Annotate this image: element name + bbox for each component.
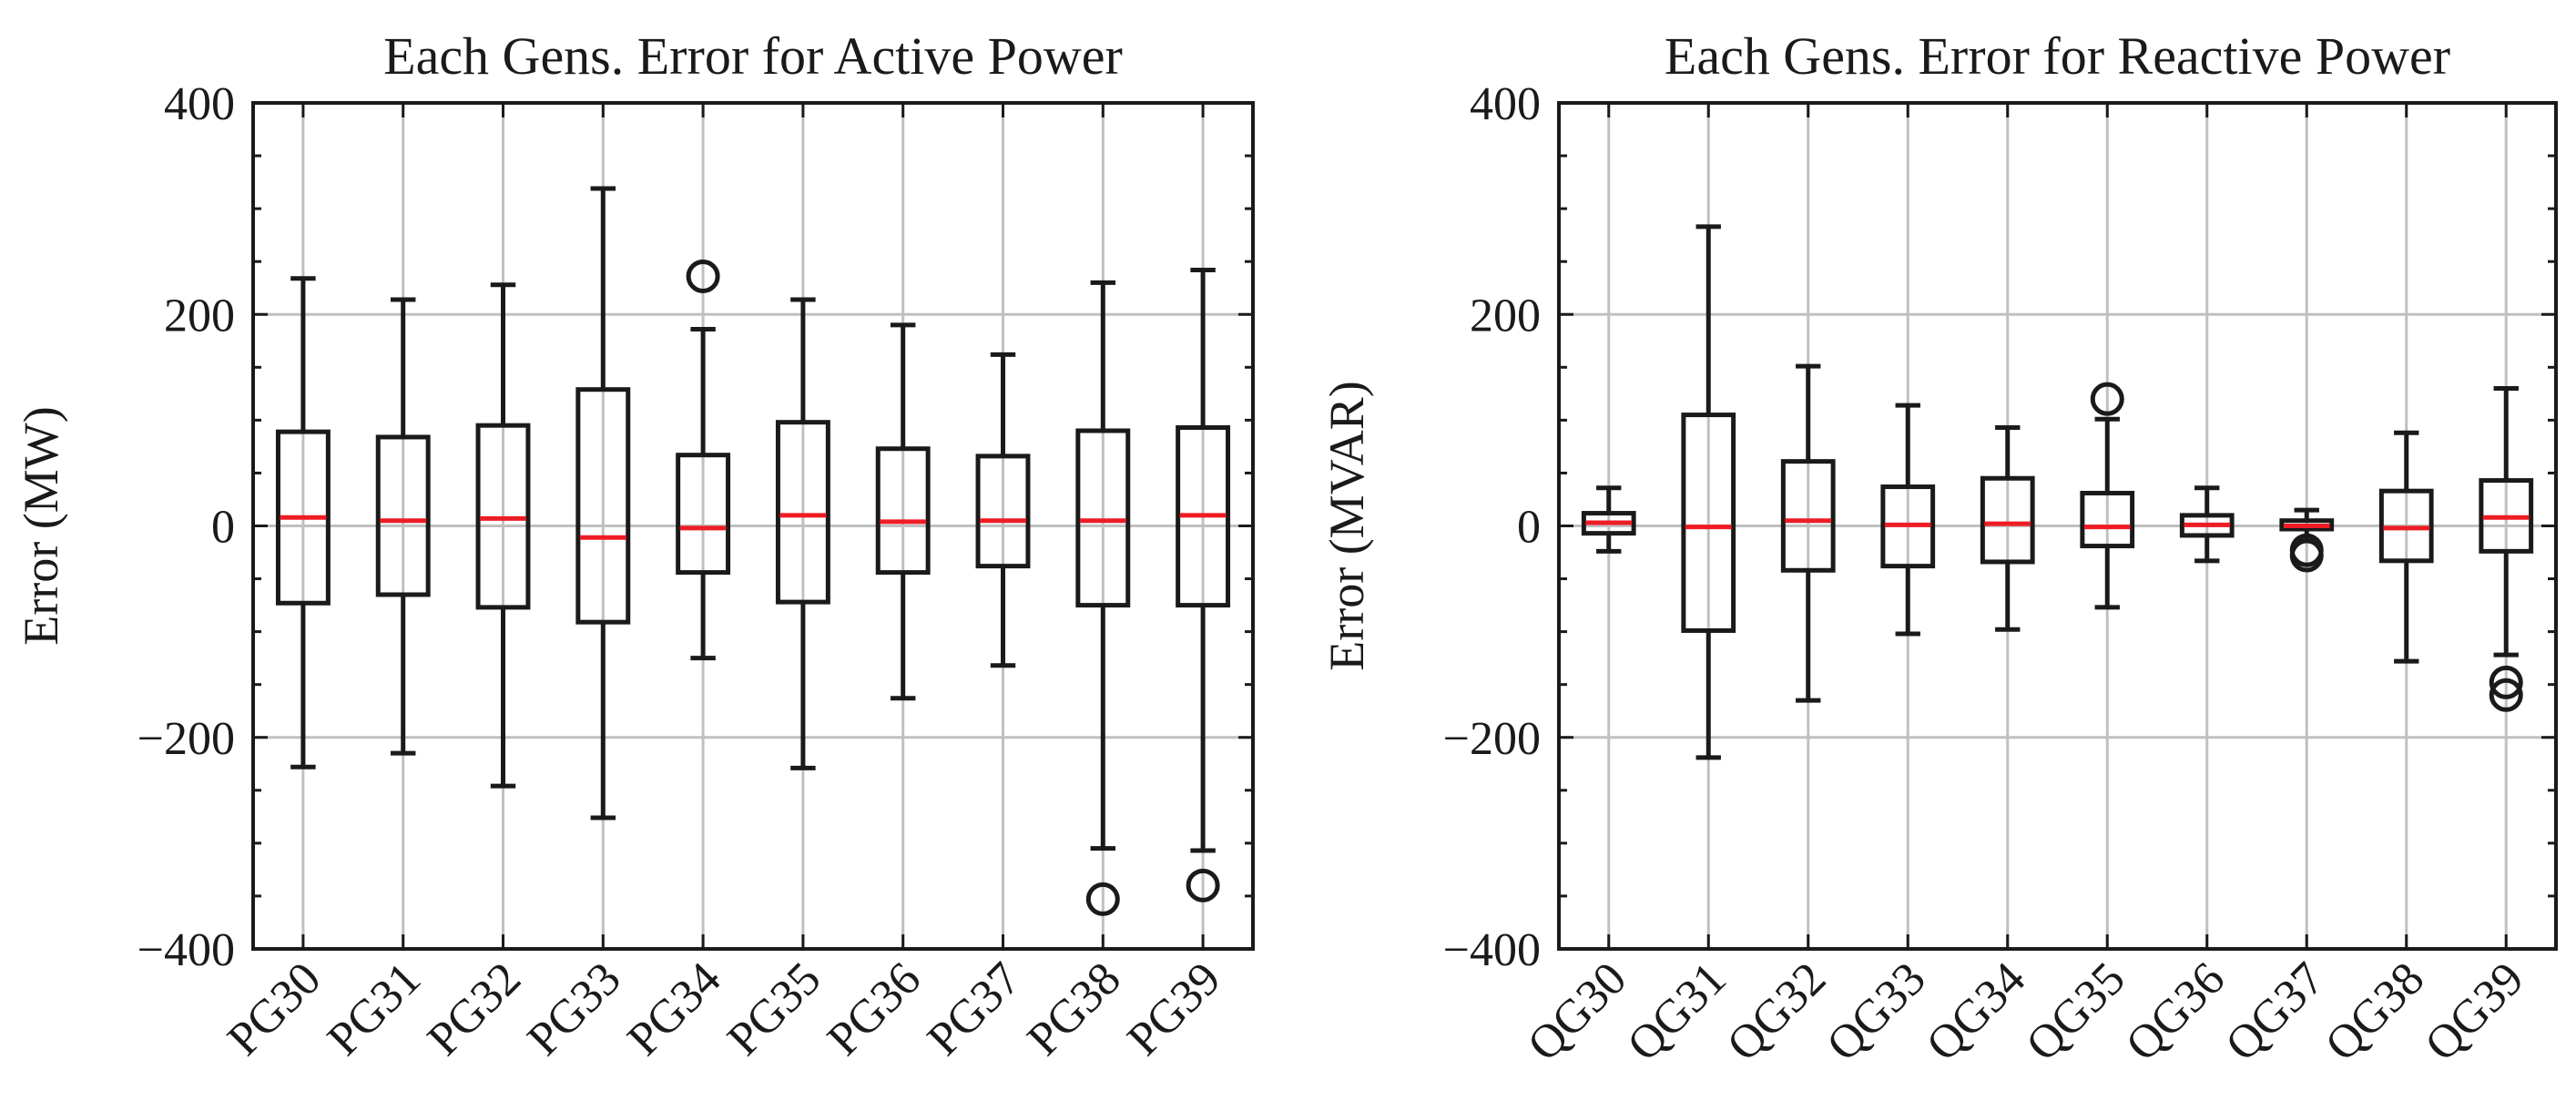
iqr-box bbox=[1780, 459, 1836, 573]
box-pg36 bbox=[875, 322, 931, 701]
x-tick-label: PG32 bbox=[418, 953, 531, 1065]
y-tick-label: 0 bbox=[211, 502, 235, 554]
outlier-point bbox=[2090, 382, 2124, 416]
box-qg33 bbox=[1880, 403, 1936, 637]
iqr-box bbox=[2378, 488, 2434, 564]
y-tick-label: 200 bbox=[164, 290, 235, 341]
box-pg30 bbox=[275, 276, 331, 770]
iqr-box bbox=[575, 387, 631, 625]
iqr-box bbox=[676, 453, 731, 576]
box-qg34 bbox=[1980, 425, 2035, 632]
box-pg34 bbox=[676, 259, 731, 661]
y-tick-label: 0 bbox=[1517, 502, 1541, 554]
iqr-box bbox=[1880, 484, 1936, 569]
iqr-box bbox=[375, 434, 431, 597]
box-qg38 bbox=[2378, 430, 2434, 664]
iqr-box bbox=[2479, 478, 2534, 554]
x-tick-label: PG39 bbox=[1117, 953, 1230, 1065]
box-qg39 bbox=[2479, 386, 2534, 712]
x-tick-label: QG39 bbox=[2416, 953, 2534, 1071]
outlier-point bbox=[1085, 882, 1120, 916]
box-qg31 bbox=[1681, 224, 1736, 760]
x-tick-label: QG36 bbox=[2116, 953, 2235, 1071]
box-pg37 bbox=[975, 352, 1031, 668]
x-tick-label: PG31 bbox=[318, 953, 431, 1065]
box-pg38 bbox=[1075, 280, 1131, 916]
iqr-box bbox=[2279, 518, 2335, 532]
x-tick-label: PG33 bbox=[518, 953, 631, 1065]
x-tick-label: QG35 bbox=[2017, 953, 2135, 1071]
box-pg35 bbox=[775, 297, 830, 770]
x-tick-label: QG34 bbox=[1917, 953, 2035, 1071]
iqr-box bbox=[2179, 513, 2235, 538]
iqr-box bbox=[275, 429, 331, 606]
iqr-box bbox=[875, 446, 931, 576]
y-axis-label: Error (MVAR) bbox=[1319, 381, 1374, 670]
box-qg36 bbox=[2179, 485, 2235, 564]
x-tick-label: QG38 bbox=[2316, 953, 2434, 1071]
outlier-point bbox=[2489, 678, 2523, 712]
iqr-box bbox=[1075, 428, 1131, 608]
iqr-box bbox=[1681, 413, 1736, 633]
reactive-power-boxplot: 4002000−200−400QG30QG31QG32QG33QG34QG35Q… bbox=[1319, 26, 2558, 1071]
box-pg39 bbox=[1176, 267, 1231, 902]
outlier-point bbox=[686, 259, 720, 293]
x-tick-label: QG31 bbox=[1618, 953, 1736, 1071]
iqr-box bbox=[1980, 475, 2035, 565]
x-tick-label: PG36 bbox=[818, 953, 931, 1065]
iqr-box bbox=[1581, 511, 1636, 536]
x-tick-label: PG34 bbox=[617, 953, 730, 1065]
box-qg32 bbox=[1780, 363, 1836, 703]
x-tick-label: PG37 bbox=[918, 953, 1031, 1065]
box-qg35 bbox=[2080, 382, 2135, 610]
box-pg31 bbox=[375, 297, 431, 756]
y-tick-label: −400 bbox=[1443, 924, 1541, 976]
iqr-box bbox=[2080, 491, 2135, 549]
active-power-boxplot: 4002000−200−400PG30PG31PG32PG33PG34PG35P… bbox=[14, 26, 1255, 1065]
chart-title: Each Gens. Error for Active Power bbox=[383, 26, 1123, 86]
x-tick-label: PG38 bbox=[1018, 953, 1131, 1065]
y-tick-label: −200 bbox=[137, 713, 235, 765]
outlier-point bbox=[2289, 538, 2324, 573]
y-tick-label: 400 bbox=[164, 78, 235, 130]
outlier-point bbox=[2489, 665, 2523, 699]
iqr-box bbox=[475, 423, 531, 610]
box-qg30 bbox=[1581, 485, 1636, 554]
y-tick-label: −200 bbox=[1443, 713, 1541, 765]
box-qg37 bbox=[2279, 507, 2335, 573]
box-pg32 bbox=[475, 282, 531, 789]
y-tick-label: −400 bbox=[137, 924, 235, 976]
x-tick-label: QG33 bbox=[1817, 953, 1936, 1071]
outlier-point bbox=[1186, 868, 1220, 902]
chart-title: Each Gens. Error for Reactive Power bbox=[1665, 26, 2450, 86]
y-tick-label: 400 bbox=[1470, 78, 1541, 130]
iqr-box bbox=[775, 420, 830, 605]
y-tick-label: 200 bbox=[1470, 290, 1541, 341]
iqr-box bbox=[1176, 425, 1231, 608]
x-tick-label: PG35 bbox=[718, 953, 830, 1065]
x-tick-label: QG32 bbox=[1717, 953, 1836, 1071]
y-axis-label: Error (MW) bbox=[14, 406, 68, 645]
box-pg33 bbox=[575, 186, 631, 821]
iqr-box bbox=[975, 454, 1031, 569]
x-tick-label: QG37 bbox=[2216, 953, 2335, 1071]
